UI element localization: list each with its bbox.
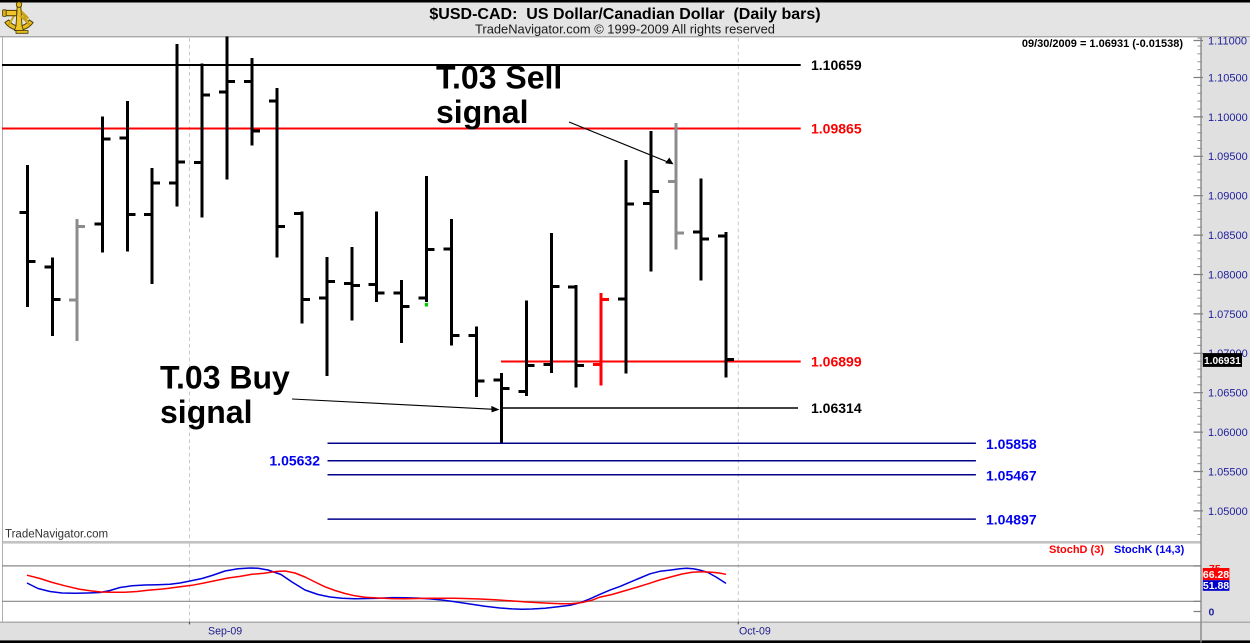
svg-text:1.04897: 1.04897 — [986, 511, 1037, 527]
svg-text:1.07500: 1.07500 — [1208, 309, 1248, 321]
svg-text:StochK (14,3): StochK (14,3) — [1114, 544, 1185, 556]
svg-text:1.06000: 1.06000 — [1208, 427, 1248, 439]
svg-text:1.08000: 1.08000 — [1208, 269, 1248, 281]
svg-text:T.03 Sell: T.03 Sell — [436, 60, 562, 96]
svg-text:$USD-CAD: US Dollar/Canadian: $USD-CAD: US Dollar/Canadian Dollar (Dai… — [429, 6, 820, 23]
svg-text:StochD (3): StochD (3) — [1049, 544, 1104, 556]
svg-text:1.06931: 1.06931 — [1204, 356, 1241, 367]
svg-text:1.05000: 1.05000 — [1208, 506, 1248, 518]
svg-text:Sep-09: Sep-09 — [208, 626, 242, 638]
svg-text:1.05632: 1.05632 — [269, 453, 320, 469]
svg-text:Oct-09: Oct-09 — [739, 626, 771, 638]
svg-text:09/30/2009 = 1.06931 (-0.01538: 09/30/2009 = 1.06931 (-0.01538) — [1022, 38, 1183, 50]
svg-text:1.06314: 1.06314 — [811, 400, 862, 416]
svg-text:1.10000: 1.10000 — [1208, 112, 1248, 124]
svg-text:TradeNavigator.com: TradeNavigator.com — [5, 529, 108, 541]
svg-text:51.88: 51.88 — [1203, 580, 1229, 592]
svg-text:1.10659: 1.10659 — [811, 57, 862, 73]
svg-text:1.08500: 1.08500 — [1208, 230, 1248, 242]
svg-text:signal: signal — [160, 394, 252, 430]
svg-text:1.11000: 1.11000 — [1208, 35, 1247, 47]
svg-text:1.09000: 1.09000 — [1208, 191, 1248, 203]
svg-text:1.10500: 1.10500 — [1208, 72, 1248, 84]
svg-text:signal: signal — [436, 94, 528, 130]
svg-text:1.05500: 1.05500 — [1208, 466, 1248, 478]
svg-text:T.03 Buy: T.03 Buy — [160, 359, 290, 395]
svg-text:1.05858: 1.05858 — [986, 436, 1037, 452]
svg-text:0: 0 — [1209, 606, 1215, 618]
svg-text:1.09865: 1.09865 — [811, 120, 862, 136]
svg-text:1.06500: 1.06500 — [1208, 388, 1248, 400]
svg-text:1.06899: 1.06899 — [811, 353, 862, 369]
svg-text:1.09500: 1.09500 — [1208, 151, 1248, 163]
svg-text:66.28: 66.28 — [1203, 569, 1229, 581]
svg-text:TradeNavigator.com © 1999-2009: TradeNavigator.com © 1999-2009 All right… — [475, 22, 775, 37]
svg-text:1.05467: 1.05467 — [986, 467, 1037, 483]
